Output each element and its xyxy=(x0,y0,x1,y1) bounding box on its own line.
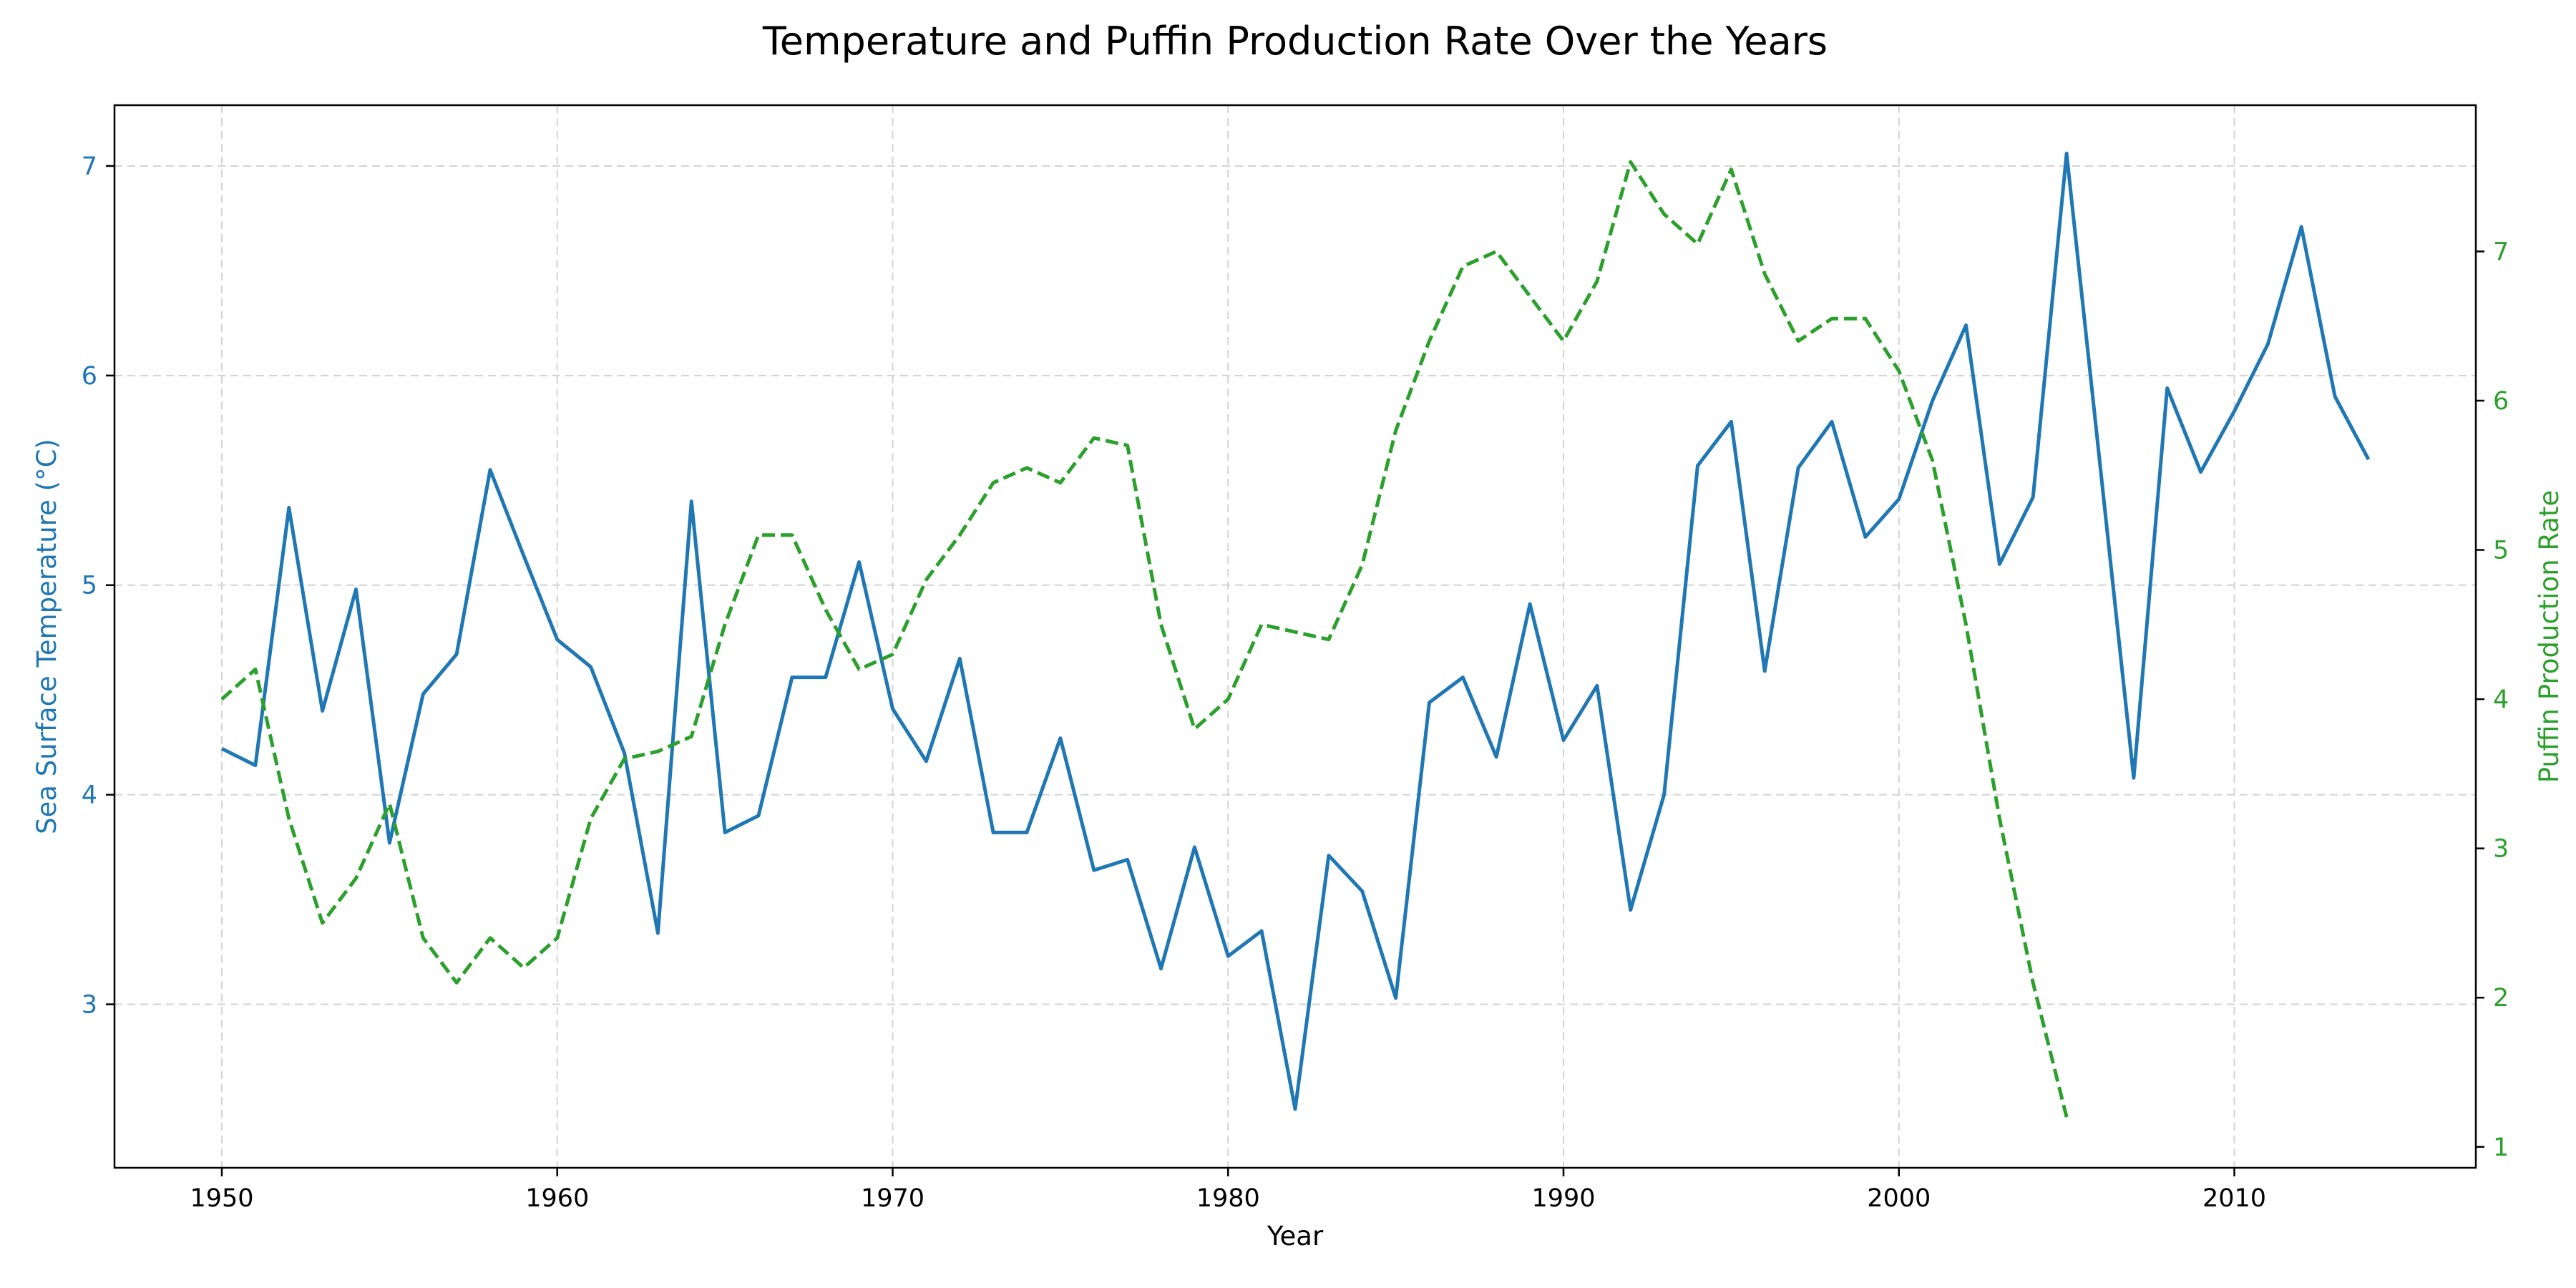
y-left-tick-label: 3 xyxy=(82,991,97,1020)
x-axis-label: Year xyxy=(1267,1221,1324,1252)
y-left-tick-label: 7 xyxy=(82,152,97,181)
y-right-tick-label: 4 xyxy=(2493,686,2509,714)
series-layer xyxy=(220,151,2371,1118)
x-tick-label: 2000 xyxy=(1867,1184,1931,1213)
y-right-tick-label: 2 xyxy=(2493,984,2509,1013)
y-right-tick-label: 7 xyxy=(2493,238,2509,266)
y-left-tick-label: 5 xyxy=(82,572,97,600)
plot-frame xyxy=(113,104,2477,1169)
y-right-tick-label: 6 xyxy=(2493,387,2509,416)
y-axis-right: 1 2 3 4 5 6 7 xyxy=(2476,238,2509,1162)
x-axis: 1950 1960 1970 1980 1990 2000 2010 xyxy=(190,1168,2266,1213)
y-left-tick-label: 4 xyxy=(82,781,97,810)
y-left-tick-label: 6 xyxy=(82,362,97,391)
y-axis-left-label: Sea Surface Temperature (°C) xyxy=(31,439,62,834)
x-tick-label: 2010 xyxy=(2202,1184,2266,1213)
puffin-series-line xyxy=(220,160,2069,1118)
y-right-tick-label: 1 xyxy=(2493,1133,2509,1162)
x-tick-label: 1990 xyxy=(1531,1184,1595,1213)
x-tick-label: 1980 xyxy=(1196,1184,1260,1213)
y-axis-right-label: Puffin Production Rate xyxy=(2534,490,2565,784)
x-tick-label: 1970 xyxy=(861,1184,924,1213)
y-axis-left: 3 4 5 6 7 xyxy=(82,152,114,1020)
chart-title: Temperature and Puffin Production Rate O… xyxy=(762,19,1828,64)
x-tick-label: 1960 xyxy=(525,1184,589,1213)
x-tick-label: 1950 xyxy=(190,1184,253,1213)
temperature-series-line xyxy=(220,151,2371,1111)
y-right-tick-label: 5 xyxy=(2493,537,2509,565)
y-right-tick-label: 3 xyxy=(2493,835,2509,864)
